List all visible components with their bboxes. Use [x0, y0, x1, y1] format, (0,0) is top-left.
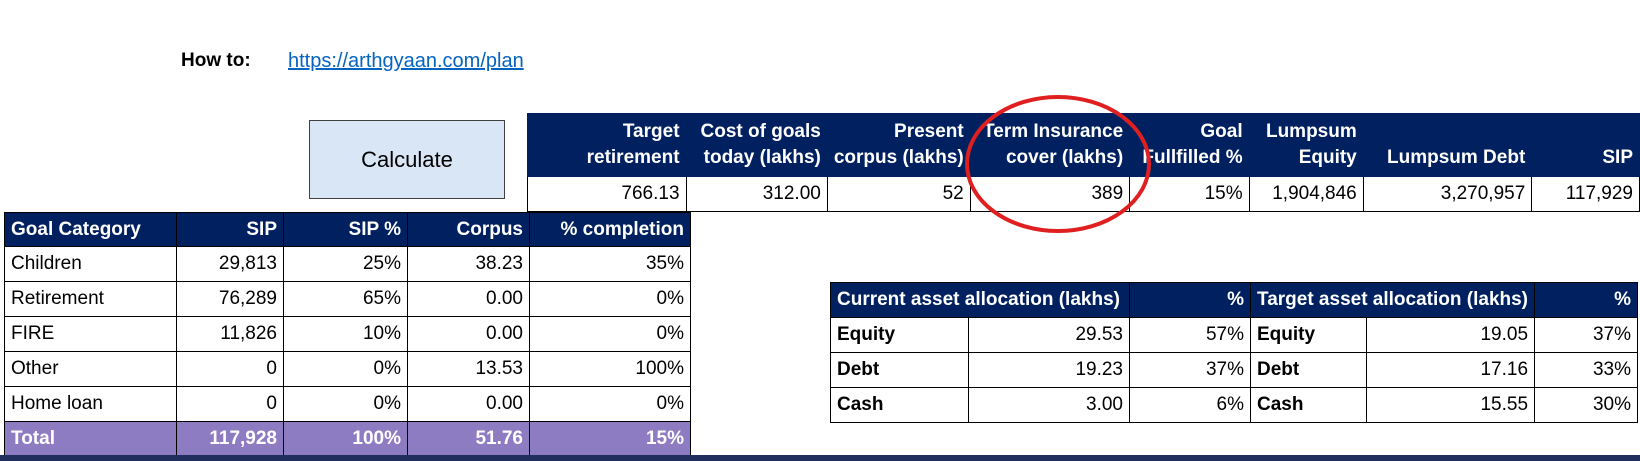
goal-sip-pct[interactable]: 0%	[283, 351, 408, 387]
header-target-retirement: Target retirement	[527, 113, 687, 177]
goal-sip[interactable]: 0	[176, 351, 284, 387]
header-lumpsum-equity: Lumpsum Equity	[1248, 113, 1364, 177]
header-present-corpus: Present corpus (lakhs)	[826, 113, 971, 177]
total-label: Total	[4, 421, 177, 457]
current-asset-name: Equity	[830, 317, 969, 353]
cell-term-insurance[interactable]: 389	[969, 176, 1131, 212]
goal-completion[interactable]: 0%	[529, 386, 691, 422]
goal-sip-pct[interactable]: 0%	[283, 386, 408, 422]
total-row: Total 117,928 100% 51.76 15%	[4, 421, 691, 457]
bottom-border-bar	[0, 455, 1640, 461]
cell-lumpsum-debt[interactable]: 3,270,957	[1362, 176, 1533, 212]
table-row: Other 0 0% 13.53 100%	[4, 351, 691, 387]
summary-value-row: 766.13 312.00 52 389 15% 1,904,846 3,270…	[527, 176, 1640, 212]
header-sip: SIP	[1531, 113, 1640, 177]
header-sip-pct: SIP %	[283, 212, 408, 247]
goal-sip-pct[interactable]: 65%	[283, 281, 408, 317]
howto-link[interactable]: https://arthgyaan.com/plan	[288, 50, 524, 72]
goal-completion[interactable]: 100%	[529, 351, 691, 387]
target-asset-pct[interactable]: 37%	[1534, 317, 1639, 353]
goal-completion[interactable]: 0%	[529, 281, 691, 317]
target-asset-value[interactable]: 17.16	[1365, 352, 1536, 388]
current-asset-pct[interactable]: 57%	[1129, 317, 1251, 353]
calculate-button[interactable]: Calculate	[309, 120, 505, 199]
header-term-insurance: Term Insurance cover (lakhs)	[969, 113, 1131, 177]
cell-goal-fulfilled[interactable]: 15%	[1129, 176, 1250, 212]
goal-name[interactable]: Other	[4, 351, 177, 387]
target-asset-name: Equity	[1250, 317, 1367, 353]
header-goal-category: Goal Category	[4, 212, 177, 247]
goal-name[interactable]: FIRE	[4, 316, 177, 352]
current-asset-value[interactable]: 19.23	[968, 352, 1130, 388]
table-row: Cash 3.00 6% Cash 15.55 30%	[830, 387, 1639, 423]
header-current-pct: %	[1129, 282, 1251, 318]
table-row: Equity 29.53 57% Equity 19.05 37%	[830, 317, 1639, 353]
current-asset-value[interactable]: 3.00	[968, 387, 1130, 423]
alloc-header-row: Current asset allocation (lakhs) % Targe…	[830, 282, 1639, 318]
goal-sip-pct[interactable]: 25%	[283, 246, 408, 282]
table-row: Retirement 76,289 65% 0.00 0%	[4, 281, 691, 317]
goal-corpus[interactable]: 0.00	[407, 386, 530, 422]
target-asset-name: Cash	[1250, 387, 1367, 423]
header-lumpsum-debt: Lumpsum Debt	[1362, 113, 1533, 177]
table-row: FIRE 11,826 10% 0.00 0%	[4, 316, 691, 352]
goal-name[interactable]: Retirement	[4, 281, 177, 317]
goal-name[interactable]: Children	[4, 246, 177, 282]
table-row: Debt 19.23 37% Debt 17.16 33%	[830, 352, 1639, 388]
howto-label: How to:	[181, 50, 251, 71]
goals-header-row: Goal Category SIP SIP % Corpus % complet…	[4, 212, 691, 247]
goal-corpus[interactable]: 38.23	[407, 246, 530, 282]
table-row: Home loan 0 0% 0.00 0%	[4, 386, 691, 422]
header-pct-completion: % completion	[529, 212, 691, 247]
cell-lumpsum-equity[interactable]: 1,904,846	[1248, 176, 1364, 212]
header-current-allocation: Current asset allocation (lakhs)	[830, 282, 1130, 318]
goal-completion[interactable]: 0%	[529, 316, 691, 352]
total-sip[interactable]: 117,928	[176, 421, 284, 457]
summary-header-row: Target retirement Cost of goals today (lak…	[527, 113, 1640, 177]
cell-target-retirement[interactable]: 766.13	[527, 176, 687, 212]
goal-corpus[interactable]: 0.00	[407, 316, 530, 352]
goal-completion[interactable]: 35%	[529, 246, 691, 282]
goal-category-table: Goal Category SIP SIP % Corpus % complet…	[4, 212, 691, 457]
goal-sip[interactable]: 29,813	[176, 246, 284, 282]
header-target-allocation: Target asset allocation (lakhs)	[1249, 282, 1536, 318]
goal-sip[interactable]: 11,826	[176, 316, 284, 352]
total-completion[interactable]: 15%	[529, 421, 691, 457]
current-asset-name: Debt	[830, 352, 969, 388]
target-asset-value[interactable]: 15.55	[1365, 387, 1536, 423]
goal-corpus[interactable]: 0.00	[407, 281, 530, 317]
table-row: Children 29,813 25% 38.23 35%	[4, 246, 691, 282]
goal-corpus[interactable]: 13.53	[407, 351, 530, 387]
target-asset-pct[interactable]: 30%	[1534, 387, 1639, 423]
target-asset-value[interactable]: 19.05	[1365, 317, 1536, 353]
total-corpus[interactable]: 51.76	[407, 421, 530, 457]
header-cost-of-goals: Cost of goals today (lakhs)	[685, 113, 828, 177]
asset-allocation-table: Current asset allocation (lakhs) % Targe…	[830, 282, 1639, 423]
summary-table: Target retirement Cost of goals today (lak…	[527, 113, 1640, 212]
current-asset-value[interactable]: 29.53	[968, 317, 1130, 353]
goal-sip[interactable]: 76,289	[176, 281, 284, 317]
header-corpus: Corpus	[407, 212, 530, 247]
cell-cost-of-goals[interactable]: 312.00	[685, 176, 828, 212]
goal-sip-pct[interactable]: 10%	[283, 316, 408, 352]
header-sip: SIP	[176, 212, 284, 247]
header-goal-fulfilled: Goal Fullfilled %	[1129, 113, 1250, 177]
current-asset-pct[interactable]: 6%	[1129, 387, 1251, 423]
cell-present-corpus[interactable]: 52	[826, 176, 971, 212]
target-asset-pct[interactable]: 33%	[1534, 352, 1639, 388]
header-target-pct: %	[1534, 282, 1639, 318]
total-sip-pct[interactable]: 100%	[283, 421, 408, 457]
goal-name[interactable]: Home loan	[4, 386, 177, 422]
target-asset-name: Debt	[1250, 352, 1367, 388]
current-asset-name: Cash	[830, 387, 969, 423]
current-asset-pct[interactable]: 37%	[1129, 352, 1251, 388]
goal-sip[interactable]: 0	[176, 386, 284, 422]
cell-sip[interactable]: 117,929	[1531, 176, 1640, 212]
